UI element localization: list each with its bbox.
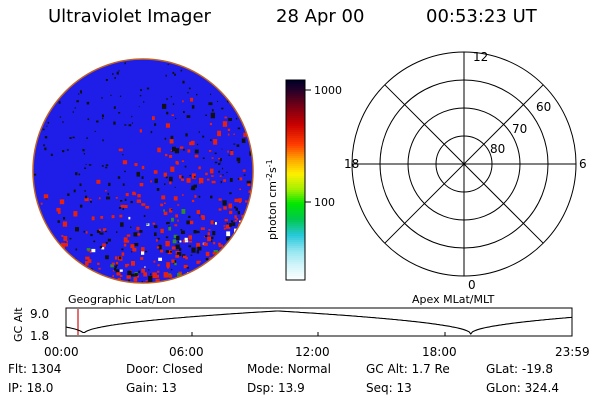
lat-label-80: 80: [490, 142, 505, 156]
colorbar-tick-label: 100: [314, 196, 335, 209]
apex-caption: Apex MLat/MLT: [412, 293, 495, 306]
status-flt: Flt: 1304: [8, 362, 62, 376]
status-glat: GLat: -19.8: [486, 362, 553, 376]
lat-label-60: 60: [536, 100, 551, 114]
colorbar-frame: [285, 79, 306, 281]
status-ip: IP: 18.0: [8, 381, 54, 395]
image-border: [32, 58, 254, 284]
colorbar-unit-label: photon cm-2s-1: [265, 159, 279, 240]
auroral-image: [32, 58, 254, 284]
auroral-image-pixels: [33, 59, 253, 283]
lat-label-70: 70: [512, 122, 527, 136]
altitude-frame: [65, 307, 573, 337]
status-seq: Seq: 13: [366, 381, 412, 395]
altitude-tick-label: 1.8: [30, 329, 49, 343]
time-label: 00:53:23 UT: [426, 6, 537, 27]
altitude-axis-label: GC Alt: [12, 307, 25, 342]
colorbar-tick-label: 1000: [314, 84, 342, 97]
altitude-curve: [65, 310, 573, 335]
colorbar-scale: [286, 80, 305, 281]
time-tick-label: 06:00: [169, 345, 204, 359]
geographic-caption: Geographic Lat/Lon: [68, 293, 175, 306]
status-gain: Gain: 13: [126, 381, 177, 395]
status-door: Door: Closed: [126, 362, 203, 376]
status-dsp: Dsp: 13.9: [247, 381, 305, 395]
mlt-label-6: 6: [579, 157, 587, 171]
time-tick-label: 00:00: [44, 345, 79, 359]
mlt-label-0: 0: [468, 278, 476, 292]
date-label: 28 Apr 00: [276, 6, 365, 27]
altitude-plot: Geographic Lat/Lon Apex MLat/MLT GC Alt …: [12, 293, 590, 359]
altitude-tick-label: 9.0: [30, 307, 49, 321]
polar-diagonal-2: [384, 84, 544, 244]
status-gc-alt: GC Alt: 1.7 Re: [366, 362, 450, 376]
time-tick-label: 12:00: [295, 345, 330, 359]
time-tick-label: 23:59: [555, 345, 590, 359]
polar-grid: 12 18 6 0 60 70 80: [344, 50, 587, 292]
mlt-label-18: 18: [344, 157, 359, 171]
status-glon: GLon: 324.4: [486, 381, 559, 395]
time-tick-label: 18:00: [422, 345, 457, 359]
colorbar: 1000 100 photon cm-2s-1: [265, 79, 342, 281]
mlt-label-12: 12: [473, 50, 488, 64]
instrument-title: Ultraviolet Imager: [48, 6, 211, 27]
status-mode: Mode: Normal: [247, 362, 331, 376]
